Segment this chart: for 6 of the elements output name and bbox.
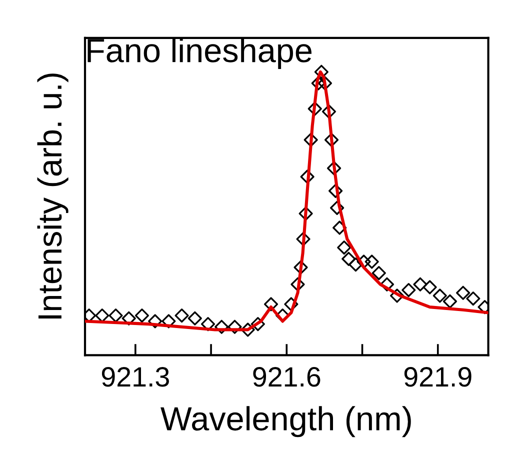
chart-title: Fano lineshape (88, 38, 312, 69)
x-tick-label: 921.6 (253, 367, 320, 387)
x-tick-label: 921.3 (102, 367, 169, 387)
y-axis-title: Intensity (arb. u.) (37, 74, 68, 319)
x-axis-title: Wavelength (nm) (160, 406, 411, 438)
x-tick-label: 921.9 (404, 367, 472, 387)
